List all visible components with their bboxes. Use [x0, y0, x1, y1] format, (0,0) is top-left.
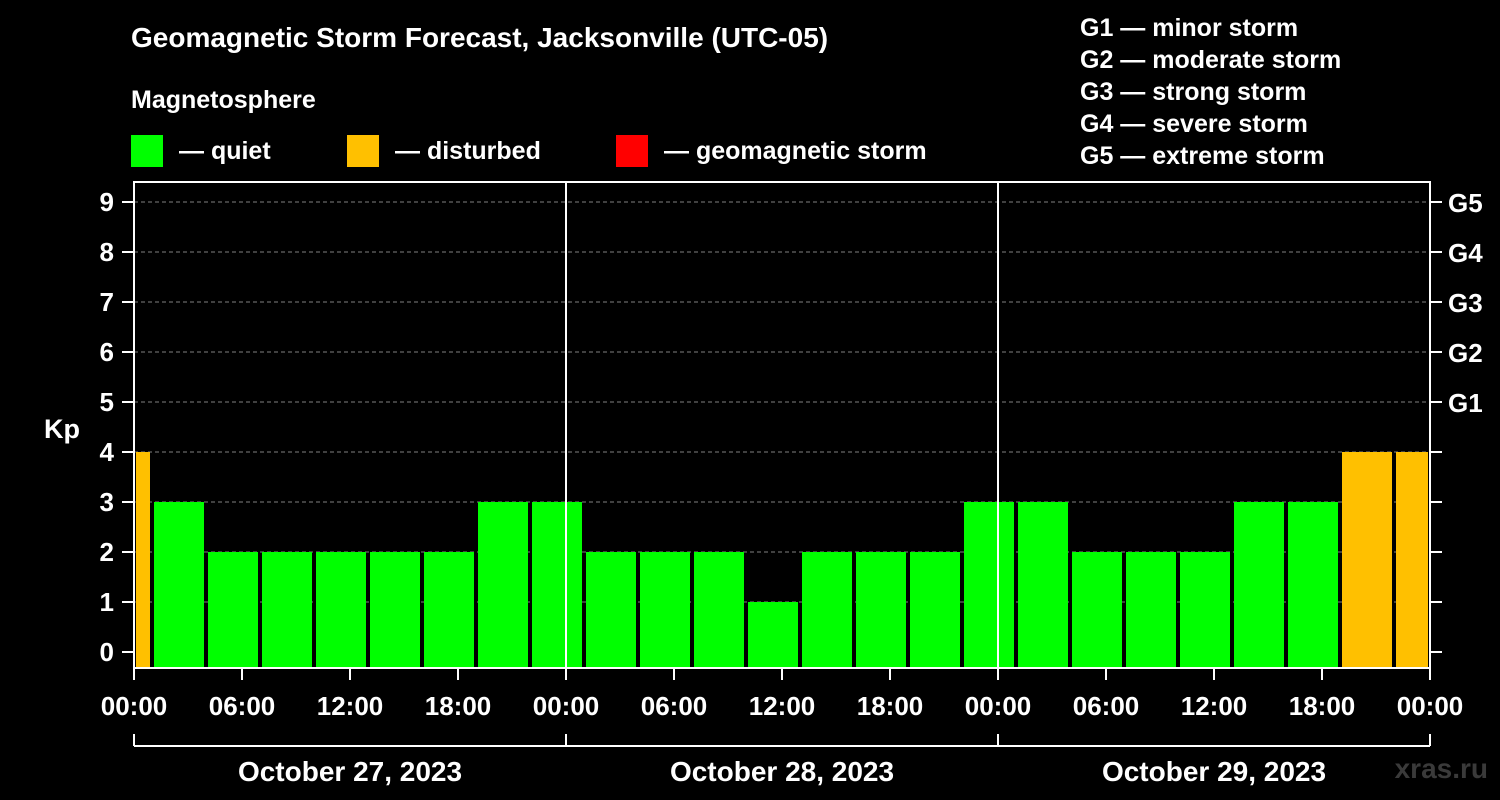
y-tick-label-0: 0	[100, 637, 114, 667]
right-tick-label-g1: G1	[1448, 388, 1483, 418]
bar-16	[964, 502, 1014, 668]
watermark: xras.ru	[1394, 753, 1488, 784]
x-tick-label: 06:00	[209, 691, 276, 721]
bar-15	[910, 552, 960, 668]
bar-2	[208, 552, 258, 668]
legend-item-disturbed: — disturbed	[347, 134, 541, 168]
bar-1	[154, 502, 204, 668]
date-label-2: October 28, 2023	[670, 756, 894, 787]
y-tick-label-1: 1	[100, 587, 114, 617]
legend-label-disturbed: — disturbed	[395, 136, 541, 165]
x-tick-label: 00:00	[1397, 691, 1464, 721]
right-tick-label-g3: G3	[1448, 288, 1483, 318]
bar-0	[136, 452, 150, 668]
legend-swatch-quiet	[131, 135, 163, 167]
y-tick-label-9: 9	[100, 187, 114, 217]
bar-12	[748, 602, 798, 668]
storm-level-g5: G5 — extreme storm	[1080, 142, 1325, 170]
right-tick-label-g5: G5	[1448, 188, 1483, 218]
storm-level-g4: G4 — severe storm	[1080, 110, 1308, 138]
bar-22	[1288, 502, 1338, 668]
y-tick-label-2: 2	[100, 537, 114, 567]
x-tick-label: 12:00	[317, 691, 384, 721]
bar-18	[1072, 552, 1122, 668]
bar-23	[1342, 452, 1392, 668]
bar-20	[1180, 552, 1230, 668]
legend-label-quiet: — quiet	[179, 136, 271, 165]
storm-level-g3: G3 — strong storm	[1080, 78, 1307, 106]
y-tick-label-5: 5	[100, 387, 114, 417]
chart-title: Geomagnetic Storm Forecast, Jacksonville…	[131, 22, 829, 53]
bar-10	[640, 552, 690, 668]
storm-level-g2: G2 — moderate storm	[1080, 46, 1342, 74]
bar-4	[316, 552, 366, 668]
bar-24	[1396, 452, 1428, 668]
bar-7	[478, 502, 528, 668]
bar-11	[694, 552, 744, 668]
bar-21	[1234, 502, 1284, 668]
bar-9	[586, 552, 636, 668]
x-tick-label: 06:00	[641, 691, 708, 721]
x-tick-label: 12:00	[749, 691, 816, 721]
x-tick-label: 12:00	[1181, 691, 1248, 721]
date-label-1: October 27, 2023	[238, 756, 462, 787]
bar-13	[802, 552, 852, 668]
legend-item-storm: — geomagnetic storm	[616, 134, 927, 168]
legend-item-quiet: — quiet	[131, 134, 271, 168]
x-tick-label: 00:00	[533, 691, 600, 721]
legend-swatch-disturbed	[347, 135, 379, 167]
date-label-3: October 29, 2023	[1102, 756, 1326, 787]
y-tick-label-7: 7	[100, 287, 114, 317]
bar-17	[1018, 502, 1068, 668]
x-tick-label: 00:00	[101, 691, 168, 721]
y-axis-label: Kp	[44, 414, 80, 444]
x-tick-label: 18:00	[1289, 691, 1356, 721]
storm-level-g1: G1 — minor storm	[1080, 14, 1299, 42]
bar-19	[1126, 552, 1176, 668]
bar-5	[370, 552, 420, 668]
y-tick-label-4: 4	[100, 437, 115, 467]
x-tick-label: 00:00	[965, 691, 1032, 721]
right-tick-label-g4: G4	[1448, 238, 1483, 268]
legend-swatch-storm	[616, 135, 648, 167]
y-tick-label-8: 8	[100, 237, 114, 267]
y-tick-label-6: 6	[100, 337, 114, 367]
y-tick-label-3: 3	[100, 487, 114, 517]
right-tick-label-g2: G2	[1448, 338, 1483, 368]
bar-6	[424, 552, 474, 668]
bar-8	[532, 502, 582, 668]
bar-14	[856, 552, 906, 668]
x-tick-label: 06:00	[1073, 691, 1140, 721]
chart-subtitle: Magnetosphere	[131, 86, 316, 114]
legend-label-storm: — geomagnetic storm	[664, 136, 927, 165]
x-tick-label: 18:00	[857, 691, 924, 721]
storm-level-list: G1 — minor storm G2 — moderate storm G3 …	[1080, 12, 1341, 172]
bar-3	[262, 552, 312, 668]
x-tick-label: 18:00	[425, 691, 492, 721]
